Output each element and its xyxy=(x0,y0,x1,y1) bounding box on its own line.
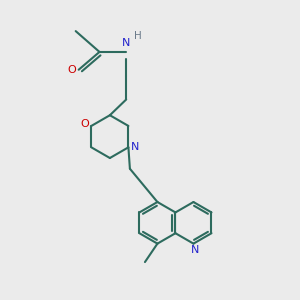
Text: H: H xyxy=(134,31,142,40)
Text: N: N xyxy=(131,142,140,152)
Text: N: N xyxy=(191,245,199,255)
Text: O: O xyxy=(80,119,89,129)
Text: N: N xyxy=(122,38,130,48)
Text: O: O xyxy=(68,65,76,75)
